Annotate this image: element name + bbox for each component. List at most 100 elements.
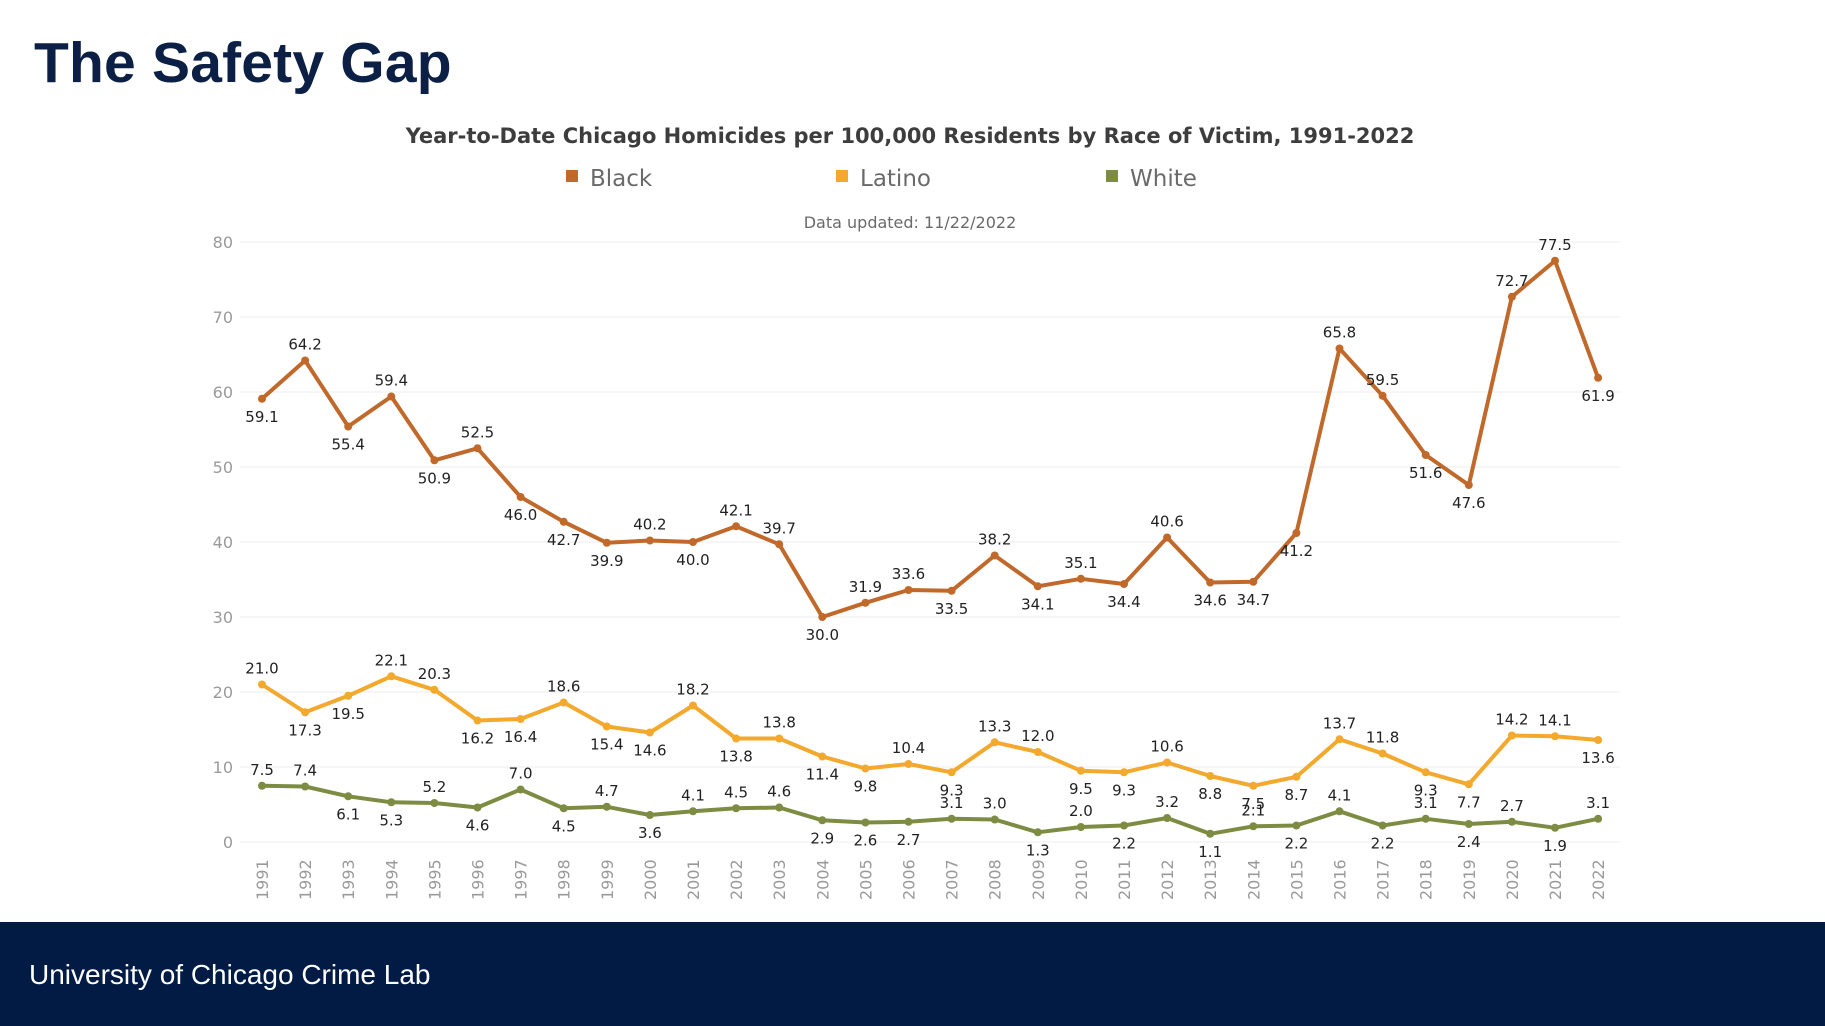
legend-swatch-latino	[836, 170, 848, 182]
data-point-black-2019	[1464, 481, 1473, 489]
data-label-black-1999: 39.9	[590, 552, 623, 570]
data-point-latino-2005	[861, 764, 870, 773]
data-point-white-2013	[1206, 829, 1215, 838]
y-tick-30: 30	[213, 608, 233, 627]
x-tick-2022: 2022	[1589, 859, 1608, 900]
data-point-white-2006	[904, 817, 913, 826]
data-label-white-2014: 2.1	[1241, 801, 1265, 819]
x-tick-1998: 1998	[555, 859, 574, 900]
data-label-latino-2006: 10.4	[892, 739, 925, 757]
x-tick-2007: 2007	[943, 859, 962, 900]
data-label-latino-1991: 21.0	[245, 660, 278, 678]
x-tick-2019: 2019	[1460, 859, 1479, 900]
data-point-latino-2008	[990, 738, 999, 747]
chart-data-labels: 59.1 64.2 55.4 59.4 50.9 52.5 46.0 42.7 39.9 40.2…	[245, 236, 1615, 861]
data-label-latino-1993: 19.5	[331, 705, 364, 723]
y-gridlines	[240, 241, 1620, 843]
data-label-white-2001: 4.1	[681, 786, 705, 804]
footer-bar: University of Chicago Crime Lab	[0, 922, 1825, 1026]
data-label-latino-1992: 17.3	[288, 721, 321, 739]
data-label-white-2021: 1.9	[1543, 837, 1567, 855]
x-tick-2010: 2010	[1072, 859, 1091, 900]
x-tick-2002: 2002	[727, 859, 746, 900]
data-point-black-2012	[1163, 533, 1172, 542]
data-point-latino-2018	[1421, 768, 1430, 777]
y-tick-0: 0	[223, 833, 233, 852]
data-point-latino-2014	[1249, 781, 1258, 790]
x-tick-1995: 1995	[425, 859, 444, 900]
x-tick-2005: 2005	[856, 859, 875, 900]
data-point-latino-2022	[1594, 736, 1603, 744]
data-label-latino-2007: 9.3	[940, 781, 964, 799]
x-tick-1994: 1994	[382, 859, 401, 900]
data-point-black-2009	[1033, 582, 1042, 591]
data-label-white-2017: 2.2	[1371, 835, 1395, 853]
legend-label-black: Black	[590, 166, 653, 192]
x-tick-1999: 1999	[598, 859, 617, 900]
data-point-latino-2019	[1464, 780, 1473, 789]
data-point-latino-1992	[301, 708, 310, 717]
x-tick-1997: 1997	[512, 859, 531, 900]
data-label-latino-2021: 14.1	[1538, 711, 1571, 729]
data-point-latino-2021	[1551, 732, 1559, 741]
data-label-latino-2004: 11.4	[806, 766, 839, 784]
data-label-latino-2009: 12.0	[1021, 727, 1054, 745]
data-label-black-2009: 34.1	[1021, 595, 1054, 613]
data-label-latino-1994: 22.1	[375, 651, 408, 669]
y-tick-10: 10	[213, 758, 233, 777]
data-label-latino-1998: 18.6	[547, 678, 580, 696]
slide-title: The Safety Gap	[34, 31, 452, 95]
x-tick-2014: 2014	[1244, 859, 1263, 900]
data-label-white-2009: 1.3	[1026, 841, 1050, 859]
data-point-latino-2020	[1507, 731, 1516, 740]
data-point-latino-2010	[1076, 766, 1085, 775]
y-tick-70: 70	[213, 308, 233, 327]
data-label-black-2015: 41.2	[1280, 542, 1313, 560]
data-label-latino-2002: 13.8	[719, 748, 752, 766]
data-label-black-1993: 55.4	[331, 436, 364, 454]
data-point-white-1994	[387, 798, 396, 807]
data-point-black-1999	[602, 538, 611, 547]
data-point-white-1993	[344, 792, 353, 801]
data-point-latino-1998	[559, 698, 568, 707]
data-label-white-2002: 4.5	[724, 783, 748, 801]
y-tick-60: 60	[213, 383, 233, 402]
data-label-latino-1999: 15.4	[590, 736, 623, 754]
data-label-latino-1995: 20.3	[418, 665, 451, 683]
data-point-latino-2016	[1335, 735, 1344, 744]
series-line-black	[260, 258, 1601, 619]
data-label-black-2010: 35.1	[1064, 554, 1097, 572]
data-label-latino-2019: 7.7	[1457, 793, 1481, 811]
data-point-latino-2007	[947, 768, 956, 777]
data-label-white-2020: 2.7	[1500, 797, 1524, 815]
data-label-black-2014: 34.7	[1237, 591, 1270, 609]
x-tick-2012: 2012	[1158, 859, 1177, 900]
data-label-white-2022: 3.1	[1586, 794, 1610, 812]
data-label-white-2005: 2.6	[853, 832, 877, 850]
data-point-black-2013	[1206, 578, 1215, 587]
data-label-white-2003: 4.6	[767, 783, 791, 801]
data-label-latino-2017: 11.8	[1366, 729, 1399, 747]
data-point-black-2014	[1249, 577, 1258, 586]
data-label-white-1993: 6.1	[336, 805, 360, 823]
data-point-black-2021	[1551, 256, 1559, 265]
data-point-white-2014	[1249, 822, 1258, 831]
data-point-latino-2011	[1120, 768, 1128, 777]
data-point-white-2012	[1163, 814, 1172, 822]
x-tick-1991: 1991	[253, 859, 272, 900]
data-label-latino-2018: 9.3	[1414, 781, 1438, 799]
data-label-black-2005: 31.9	[849, 578, 882, 596]
data-label-black-1994: 59.4	[375, 372, 408, 390]
y-axis-ticks: 0 10 20 30 40 50 60 70 80	[213, 233, 233, 852]
data-point-black-2020	[1507, 292, 1516, 301]
data-point-latino-1999	[602, 722, 611, 731]
data-point-white-2007	[947, 814, 956, 823]
x-tick-2004: 2004	[813, 859, 832, 900]
data-label-latino-1997: 16.4	[504, 728, 537, 746]
data-label-white-2018: 3.1	[1414, 794, 1438, 812]
data-point-black-1995	[430, 456, 439, 465]
data-point-latino-2001	[689, 701, 697, 710]
data-label-white-2008: 3.0	[983, 795, 1007, 813]
data-point-black-1998	[559, 517, 568, 526]
data-point-latino-2006	[904, 760, 913, 768]
